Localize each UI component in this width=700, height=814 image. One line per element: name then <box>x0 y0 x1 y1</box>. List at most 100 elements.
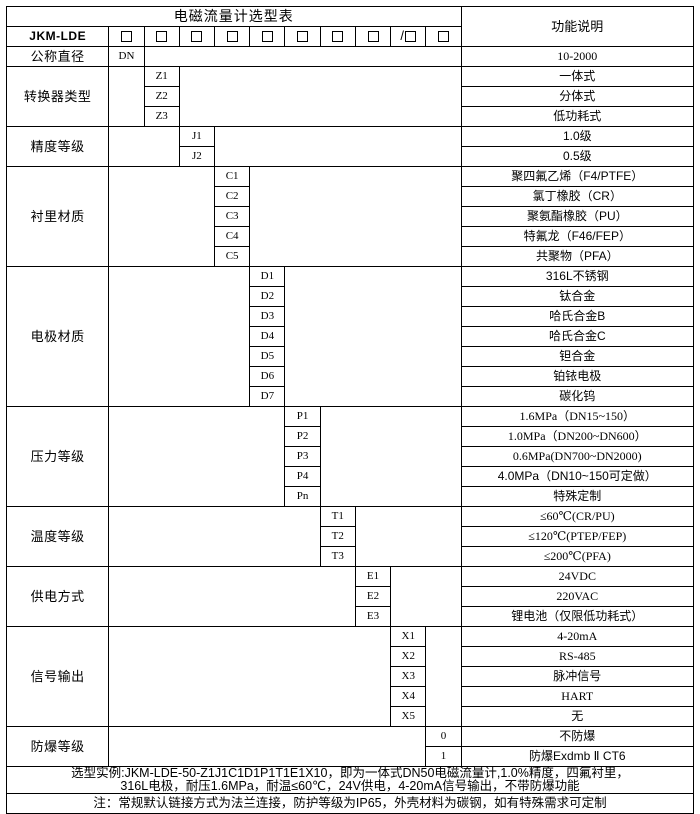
option-code[interactable]: C4 <box>214 226 251 247</box>
model-slot-1[interactable] <box>108 26 145 47</box>
checkbox-icon[interactable] <box>191 30 203 42</box>
checkbox-icon[interactable] <box>437 30 449 42</box>
option-code[interactable]: C1 <box>214 166 251 187</box>
model-slot-6[interactable] <box>284 26 321 47</box>
group-label-10: 防爆等级 <box>5 726 110 767</box>
option-description: 分体式 <box>460 86 695 107</box>
option-code[interactable]: E2 <box>354 586 392 607</box>
option-code[interactable]: D4 <box>249 326 286 347</box>
option-code[interactable]: T1 <box>319 506 356 527</box>
function-description-header: 功能说明 <box>460 6 695 47</box>
option-code[interactable]: Z3 <box>143 106 180 127</box>
option-code[interactable]: E3 <box>354 606 392 627</box>
option-description: 共聚物（PFA） <box>460 246 695 267</box>
option-code[interactable]: D3 <box>249 306 286 327</box>
option-code[interactable]: D1 <box>249 266 286 287</box>
option-description: 碳化钨 <box>460 386 695 407</box>
option-description: 钛合金 <box>460 286 695 307</box>
blank-left-9 <box>108 626 392 727</box>
option-code[interactable]: T2 <box>319 526 356 547</box>
option-code[interactable]: P4 <box>284 466 321 487</box>
option-code[interactable]: X2 <box>390 646 427 667</box>
blank-right-7 <box>354 506 462 567</box>
spec-row: 温度等级 T1 ≤60℃(CR/PU) <box>5 506 695 567</box>
blank-right-1 <box>143 46 462 67</box>
spec-row: P4 4.0MPa（DN10~150可定做） <box>7 466 695 487</box>
blank-left-10 <box>108 726 427 767</box>
model-slot-4[interactable] <box>214 26 251 47</box>
blank-right-9 <box>425 626 462 727</box>
model-slot-5[interactable] <box>249 26 286 47</box>
option-code[interactable]: J2 <box>178 146 216 167</box>
checkbox-icon[interactable] <box>226 30 238 42</box>
option-description: 防爆Exdmb Ⅱ CT6 <box>460 746 695 767</box>
option-description: ≤200℃(PFA) <box>460 546 695 567</box>
checkbox-icon[interactable] <box>297 30 309 42</box>
option-description: 0.6MPa(DN700~DN2000) <box>460 446 695 467</box>
blank-left-6 <box>108 406 286 507</box>
checkbox-icon[interactable] <box>367 30 379 42</box>
option-description: 特殊定制 <box>460 486 695 507</box>
option-code[interactable]: 1 <box>425 746 462 767</box>
option-code[interactable]: DN <box>108 46 145 67</box>
option-code[interactable]: D6 <box>249 366 286 387</box>
table-title: 电磁流量计选型表 <box>6 6 462 27</box>
option-code[interactable]: X1 <box>390 626 427 647</box>
model-slot-9[interactable]: / <box>390 26 427 47</box>
spec-row: X3 脉冲信号 <box>7 666 695 687</box>
model-slot-7[interactable] <box>319 26 356 47</box>
group-label-5: 电极材质 <box>5 266 110 407</box>
option-code[interactable]: E1 <box>354 566 392 587</box>
group-label-1: 公称直径 <box>5 46 110 67</box>
option-code[interactable]: P1 <box>284 406 321 427</box>
option-code[interactable]: J1 <box>178 126 216 147</box>
spec-row: E2 220VAC <box>7 586 695 607</box>
spec-row: 压力等级 P1 1.6MPa（DN15~150） <box>5 406 695 507</box>
blank-right-5 <box>284 266 462 407</box>
option-code[interactable]: Z2 <box>143 86 180 107</box>
group-label-7: 温度等级 <box>5 506 110 567</box>
spec-row: 信号输出 X1 4-20mA <box>5 626 695 727</box>
blank-right-2 <box>178 66 462 127</box>
option-code[interactable]: C2 <box>214 186 251 207</box>
spec-row: 公称直径 DN 10-2000 <box>5 46 695 67</box>
group-label-9: 信号输出 <box>5 626 110 727</box>
model-slot-10[interactable] <box>425 26 462 47</box>
option-code[interactable]: X3 <box>390 666 427 687</box>
spec-row: X4 HART <box>7 686 695 707</box>
spec-row: 精度等级 J1 1.0级 <box>5 126 695 167</box>
option-code[interactable]: P2 <box>284 426 321 447</box>
option-code[interactable]: D7 <box>249 386 286 407</box>
checkbox-icon[interactable] <box>156 30 168 42</box>
option-code[interactable]: 0 <box>425 726 462 747</box>
spec-row: T3 ≤200℃(PFA) <box>7 546 695 567</box>
blank-left-4 <box>108 166 216 267</box>
checkbox-icon[interactable] <box>332 30 344 42</box>
general-note: 注：常规默认链接方式为法兰连接，防护等级为IP65，外壳材料为碳钢，如有特殊需求… <box>6 793 694 814</box>
model-slot-3[interactable] <box>178 26 216 47</box>
option-code[interactable]: C5 <box>214 246 251 267</box>
spec-row: P2 1.0MPa（DN200~DN600） <box>7 426 695 447</box>
option-code[interactable]: X4 <box>390 686 427 707</box>
option-code[interactable]: Z1 <box>143 66 180 87</box>
model-slot-8[interactable] <box>354 26 392 47</box>
option-code[interactable]: T3 <box>319 546 356 567</box>
option-description: 聚四氟乙烯（F4/PTFE） <box>460 166 695 187</box>
checkbox-icon[interactable] <box>261 30 273 42</box>
option-code[interactable]: X5 <box>390 706 427 727</box>
option-description: 锂电池（仅限低功耗式） <box>460 606 695 627</box>
option-description: 聚氨酯橡胶（PU） <box>460 206 695 227</box>
blank-right-4 <box>249 166 462 267</box>
option-code[interactable]: C3 <box>214 206 251 227</box>
model-prefix: JKM-LDE <box>5 26 110 47</box>
checkbox-icon[interactable] <box>120 30 132 42</box>
option-code[interactable]: D2 <box>249 286 286 307</box>
option-code[interactable]: D5 <box>249 346 286 367</box>
option-description: 1.0级 <box>460 126 695 147</box>
checkbox-icon[interactable] <box>405 31 417 42</box>
model-slot-2[interactable] <box>143 26 180 47</box>
option-code[interactable]: P3 <box>284 446 321 467</box>
option-code[interactable]: Pn <box>284 486 321 507</box>
blank-left-7 <box>108 506 321 567</box>
blank-left-3 <box>108 126 180 167</box>
